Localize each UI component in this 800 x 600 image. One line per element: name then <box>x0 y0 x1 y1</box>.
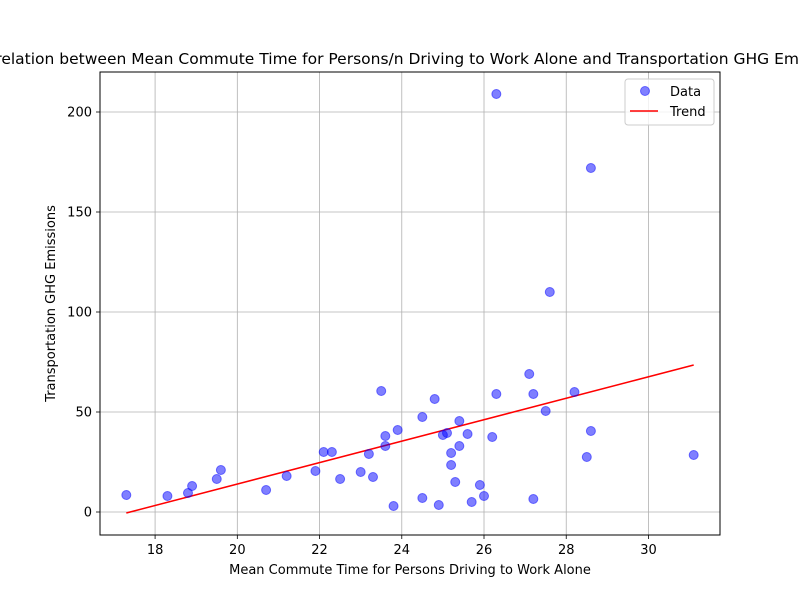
data-point <box>689 451 698 460</box>
data-point <box>381 432 390 441</box>
data-point <box>163 492 172 501</box>
x-tick-label: 28 <box>558 543 575 558</box>
legend-trend-label: Trend <box>669 105 706 120</box>
data-point <box>467 498 476 507</box>
data-point <box>443 429 452 438</box>
data-point <box>381 442 390 451</box>
data-point <box>525 370 534 379</box>
x-tick-label: 26 <box>476 543 493 558</box>
data-point <box>319 448 328 457</box>
x-tick-label: 20 <box>229 543 246 558</box>
data-point <box>447 461 456 470</box>
data-point <box>586 427 595 436</box>
data-point <box>216 466 225 475</box>
legend: Data Trend <box>625 79 714 125</box>
data-point <box>492 390 501 399</box>
x-tick-label: 22 <box>311 543 328 558</box>
chart-title: Correlation between Mean Commute Time fo… <box>0 50 800 68</box>
y-axis-label: Transportation GHG Emissions <box>44 205 59 403</box>
data-point <box>282 472 291 481</box>
legend-data-marker <box>641 87 650 96</box>
data-point <box>368 473 377 482</box>
data-point <box>430 395 439 404</box>
data-point <box>122 491 131 500</box>
data-point <box>475 481 484 490</box>
data-point <box>586 164 595 173</box>
data-point <box>447 449 456 458</box>
y-tick-label: 0 <box>84 506 92 521</box>
data-point <box>434 501 443 510</box>
data-point <box>262 486 271 495</box>
data-point <box>545 288 554 297</box>
x-tick-label: 30 <box>640 543 657 558</box>
data-point <box>418 413 427 422</box>
data-point <box>393 426 402 435</box>
data-point <box>570 388 579 397</box>
y-tick-label: 150 <box>67 206 92 221</box>
x-tick-label: 18 <box>147 543 164 558</box>
data-point <box>529 495 538 504</box>
y-tick-label: 100 <box>67 306 92 321</box>
data-point <box>327 448 336 457</box>
data-point <box>529 390 538 399</box>
data-point <box>455 442 464 451</box>
data-point <box>377 387 386 396</box>
data-point <box>336 475 345 484</box>
data-point <box>212 475 221 484</box>
data-point <box>389 502 398 511</box>
data-point <box>451 478 460 487</box>
data-point <box>364 450 373 459</box>
data-point <box>311 467 320 476</box>
data-point <box>480 492 489 501</box>
data-point <box>188 482 197 491</box>
data-point <box>455 417 464 426</box>
x-tick-label: 24 <box>394 543 411 558</box>
y-tick-label: 50 <box>75 406 92 421</box>
y-tick-label: 200 <box>67 106 92 121</box>
data-point <box>418 494 427 503</box>
data-point <box>492 90 501 99</box>
legend-data-label: Data <box>670 85 701 100</box>
data-point <box>356 468 365 477</box>
data-point <box>488 433 497 442</box>
data-point <box>463 430 472 439</box>
x-axis-label: Mean Commute Time for Persons Driving to… <box>229 563 591 578</box>
data-point <box>541 407 550 416</box>
data-point <box>582 453 591 462</box>
